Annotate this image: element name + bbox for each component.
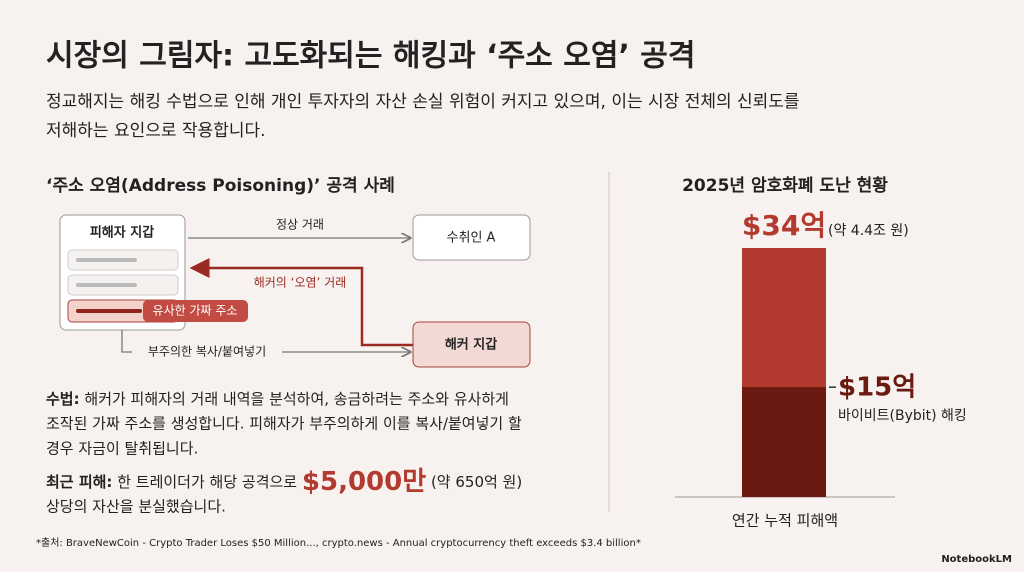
recent-label: 최근 피해:: [46, 473, 112, 491]
recipient-box: [412, 214, 531, 261]
victim-label: 피해자 지갑: [90, 225, 154, 241]
source: *출처: BraveNewCoin - Crypto Trader Loses …: [36, 537, 641, 549]
method-text: 수법: 해커가 피해자의 거래 내역을 분석하여, 송금하려는 주소와 유사하게: [46, 390, 509, 408]
title: 시장의 그림자: 고도화되는 해킹과 ‘주소 오염’ 공격: [46, 39, 695, 74]
recent-amount: $5,000만: [302, 467, 426, 497]
subtitle: 저해하는 요인으로 작용합니다.: [46, 121, 266, 141]
poison-arrow: [189, 258, 413, 347]
hacker-box: [412, 321, 531, 368]
method-line: 조작된 가짜 주소를 생성합니다. 피해자가 부주의하게 이를 복사/붙여넣기 …: [46, 415, 522, 433]
poison-label: 해커의 ‘오염’ 거래: [254, 276, 347, 290]
recipient-label: 수취인 A: [447, 231, 496, 246]
recent-text: 최근 피해: 한 트레이더가 해당 공격으로 $5,000만 (약 650억 원…: [46, 467, 522, 497]
chart-title: 2025년 암호화폐 도난 현황: [682, 176, 888, 196]
copy-label-bg: [132, 343, 282, 361]
bar: [742, 387, 826, 497]
recent-line: 상당의 자산을 분실했습니다.: [46, 498, 226, 516]
recent-after: (약 650억 원): [431, 473, 522, 491]
section-heading: ‘주소 오염(Address Poisoning)’ 공격 사례: [46, 176, 395, 196]
recent-before: 한 트레이더가 해당 공격으로: [117, 473, 297, 491]
method-line: 경우 자금이 탈취됩니다.: [46, 440, 198, 458]
method-line: 해커가 피해자의 거래 내역을 분석하여, 송금하려는 주소와 유사하게: [84, 390, 509, 408]
method-label: 수법:: [46, 390, 80, 408]
value-note: (약 4.4조 원): [828, 223, 909, 239]
value-label: $15억: [838, 373, 916, 403]
copy-label: 부주의한 복사/붙여넣기: [148, 345, 266, 359]
brand: NotebookLM: [941, 554, 1012, 565]
value-label: $34억: [742, 209, 826, 242]
diagram: 피해자 지갑 유사한 가짜 주소 정상 거래 수취인 A 해커의 ‘오염’ 거래…: [59, 214, 531, 368]
series-name: 바이비트(Bybit) 해킹: [838, 408, 967, 424]
fake-tag: [143, 300, 248, 322]
copy-arrow: [121, 330, 410, 352]
fake-label: 유사한 가짜 주소: [153, 304, 238, 318]
subtitle: 정교해지는 해킹 수법으로 인해 개인 투자자의 자산 손실 위험이 커지고 있…: [46, 92, 800, 112]
normal-label: 정상 거래: [276, 218, 324, 232]
category-label: 연간 누적 피해액: [732, 512, 838, 530]
hacker-label: 해커 지갑: [445, 337, 497, 353]
